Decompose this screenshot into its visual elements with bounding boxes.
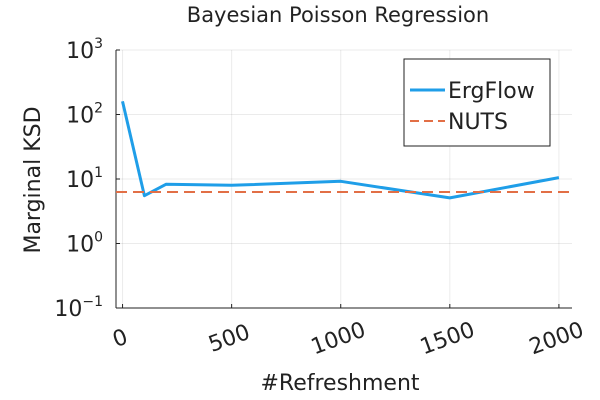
y-tick-label: 102 xyxy=(66,101,103,129)
plot-frame xyxy=(115,49,572,309)
x-tick-label: 1000 xyxy=(308,318,369,361)
x-tick-labels: 0 500 1000 1500 2000 xyxy=(109,318,587,361)
x-tick-label: 0 xyxy=(109,325,131,353)
x-tick-label: 2000 xyxy=(526,318,587,361)
y-tick-label: 10−1 xyxy=(54,294,103,322)
legend-label-nuts: NUTS xyxy=(448,110,508,135)
legend: ErgFlow NUTS xyxy=(403,58,551,147)
legend-box xyxy=(403,58,551,147)
y-axis-label: Marginal KSD xyxy=(21,106,46,253)
series-group xyxy=(116,100,572,200)
x-axis-label: #Refreshment xyxy=(260,371,419,396)
y-tick-label: 100 xyxy=(66,230,103,258)
y-tick-label: 101 xyxy=(66,165,103,193)
x-tick-label: 500 xyxy=(205,320,253,358)
x-tick-label: 1500 xyxy=(417,318,478,361)
y-tick-label: 103 xyxy=(66,36,103,64)
chart-title: Bayesian Poisson Regression xyxy=(187,3,489,27)
y-tick-labels: 10−1 100 101 102 103 xyxy=(54,36,103,322)
series-line-ergflow xyxy=(121,100,560,200)
legend-label-ergflow: ErgFlow xyxy=(448,79,535,104)
